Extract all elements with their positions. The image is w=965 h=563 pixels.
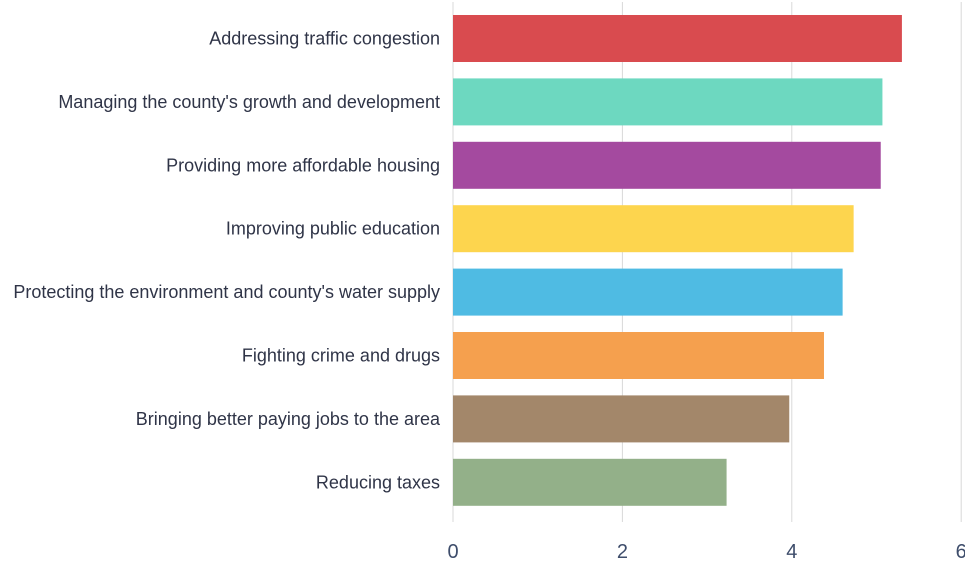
- category-label: Addressing traffic congestion: [209, 29, 440, 49]
- bar: [453, 458, 727, 506]
- x-tick-label: 0: [447, 541, 458, 563]
- bar: [453, 268, 843, 316]
- x-tick-label: 2: [617, 541, 628, 563]
- x-tick-label: 6: [956, 541, 965, 563]
- category-labels: Addressing traffic congestion Managing th…: [13, 29, 441, 493]
- x-tick-label: 4: [786, 541, 797, 563]
- bar: [453, 205, 854, 253]
- category-label: Bringing better paying jobs to the area: [136, 409, 441, 429]
- category-label: Fighting crime and drugs: [242, 346, 440, 366]
- bars: [453, 15, 902, 506]
- bar: [453, 395, 790, 443]
- category-label: Providing more affordable housing: [166, 155, 440, 175]
- bar: [453, 78, 883, 126]
- bar: [453, 15, 902, 62]
- category-label: Managing the county's growth and develop…: [58, 92, 440, 112]
- category-label: Reducing taxes: [316, 472, 440, 492]
- category-label: Improving public education: [226, 219, 440, 239]
- bar: [453, 141, 881, 189]
- x-axis-tick-labels: 0 2 4 6: [447, 541, 965, 563]
- bar: [453, 332, 824, 379]
- category-label: Protecting the environment and county's …: [13, 282, 440, 302]
